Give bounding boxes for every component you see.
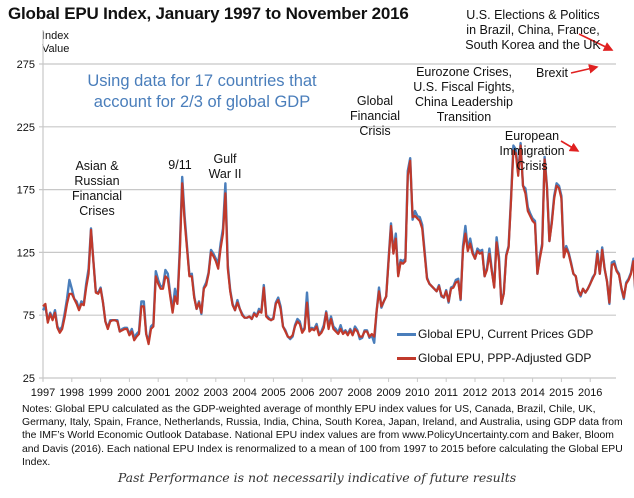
annotation-line: South Korea and the UK — [465, 38, 601, 52]
disclaimer: Past Performance is not necessarily indi… — [117, 470, 517, 485]
x-tick-label: 2010 — [405, 387, 429, 399]
legend-swatch-blue — [397, 332, 416, 336]
annotation-line: Gulf — [213, 152, 237, 166]
series-line-ppp-adjusted — [42, 144, 634, 346]
axes: 25 75 125 175 225 275 1997 1998 1999 2000 2001 2002… — [17, 30, 616, 399]
annotation-line: Crisis — [359, 124, 391, 138]
annotation-line: Global — [356, 94, 394, 108]
arrow-us-elections — [578, 33, 614, 51]
x-tick-label: 2002 — [175, 387, 199, 399]
annotation-line: U.S. Elections & Politics — [466, 8, 600, 22]
x-tick-label: 2005 — [261, 387, 285, 399]
annotation-european-immigration-crisis: European Immigration Crisis — [494, 129, 570, 174]
annotation-line: Asian & — [75, 159, 119, 173]
annotation-line: 9/11 — [168, 158, 192, 172]
y-tick-label: 275 — [17, 59, 35, 71]
annotation-line: Crises — [79, 204, 115, 218]
annotation-gulf-war-ii: Gulf War II — [200, 152, 250, 182]
y-tick-label: 175 — [17, 185, 35, 197]
legend-label: Global EPU, PPP-Adjusted GDP — [418, 351, 592, 365]
x-tick-label: 2004 — [232, 387, 256, 399]
y-axis-label-line-1: Index — [42, 30, 69, 42]
x-tick-label: 2007 — [319, 387, 343, 399]
x-tick-label: 2014 — [520, 387, 544, 399]
chart-subtitle: Using data for 17 countries that account… — [62, 71, 342, 113]
annotation-9-11: 9/11 — [162, 158, 198, 173]
annotation-line: Immigration — [499, 144, 565, 158]
x-tick-label: 2006 — [290, 387, 314, 399]
x-tick-label: 2011 — [434, 387, 458, 399]
annotation-line: Financial — [71, 189, 123, 203]
annotation-us-elections: U.S. Elections & Politics in Brazil, Chi… — [458, 8, 608, 53]
annotation-line: China Leadership — [415, 95, 513, 109]
annotation-global-financial-crisis: Global Financial Crisis — [340, 94, 410, 139]
annotation-line: Brexit — [536, 66, 568, 80]
legend-item-current-prices: Global EPU, Current Prices GDP — [397, 327, 593, 341]
x-tick-label: 2016 — [578, 387, 602, 399]
x-tick-label: 1999 — [88, 387, 112, 399]
annotation-line: Crisis — [516, 159, 548, 173]
annotation-line: Financial — [349, 109, 401, 123]
annotation-brexit: Brexit — [532, 66, 572, 81]
y-tick-label: 75 — [23, 310, 35, 322]
chart-notes: Notes: Global EPU calculated as the GDP-… — [22, 404, 623, 468]
annotation-eurozone-crises: Eurozone Crises, U.S. Fiscal Fights, Chi… — [412, 65, 516, 125]
legend-item-ppp-adjusted: Global EPU, PPP-Adjusted GDP — [397, 351, 591, 365]
x-tick-label: 2003 — [204, 387, 228, 399]
y-tick-label: 125 — [17, 247, 35, 259]
y-axis-label: Index Value — [42, 30, 69, 56]
x-tick-label: 2013 — [492, 387, 516, 399]
subtitle-line-1: Using data for 17 countries that — [87, 72, 317, 90]
chart-title: Global EPU Index, January 1997 to Novemb… — [8, 4, 409, 23]
series-lines — [41, 141, 634, 346]
x-tick-label: 2000 — [117, 387, 141, 399]
arrow-brexit — [570, 64, 599, 74]
annotation-line: Eurozone Crises, — [416, 65, 512, 79]
y-tick-label: 225 — [17, 122, 35, 134]
legend-label: Global EPU, Current Prices GDP — [418, 327, 594, 341]
annotation-line: Transition — [436, 110, 492, 124]
y-tick-label: 25 — [23, 373, 35, 385]
x-tick-label: 1997 — [31, 387, 55, 399]
annotation-line: in Brazil, China, France, — [466, 23, 600, 37]
annotation-asian-russian-crises: Asian & Russian Financial Crises — [62, 159, 132, 219]
subtitle-line-2: account for 2/3 of global GDP — [93, 93, 311, 111]
x-tick-label: 2001 — [146, 387, 170, 399]
x-tick-label: 2012 — [463, 387, 487, 399]
x-tick-label: 2015 — [549, 387, 573, 399]
annotation-line: War II — [208, 167, 242, 181]
legend-swatch-red — [397, 356, 416, 360]
annotation-arrows — [560, 33, 614, 152]
y-axis-label-line-2: Value — [42, 43, 70, 55]
annotation-line: European — [504, 129, 560, 143]
annotation-line: Russian — [74, 174, 120, 188]
chart-plot: 25 75 125 175 225 275 1997 1998 1999 2000 2001 2002… — [17, 30, 634, 399]
arrow-european-immigration — [560, 140, 580, 152]
x-tick-label: 2009 — [376, 387, 400, 399]
x-tick-label: 1998 — [60, 387, 84, 399]
x-tick-label: 2008 — [348, 387, 372, 399]
annotation-line: U.S. Fiscal Fights, — [413, 80, 515, 94]
